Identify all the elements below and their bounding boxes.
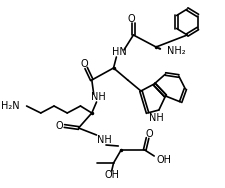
Text: O: O (127, 14, 135, 24)
Text: O: O (80, 59, 88, 69)
Text: OH: OH (104, 170, 119, 180)
Text: NH: NH (96, 135, 111, 145)
Text: O: O (56, 121, 63, 131)
Text: OH: OH (155, 155, 170, 165)
Text: NH₂: NH₂ (167, 46, 185, 56)
Text: NH: NH (148, 113, 163, 123)
Text: H₂N: H₂N (1, 101, 20, 111)
Text: HN: HN (111, 47, 126, 57)
Text: O: O (145, 129, 153, 139)
Text: NH: NH (91, 92, 105, 102)
